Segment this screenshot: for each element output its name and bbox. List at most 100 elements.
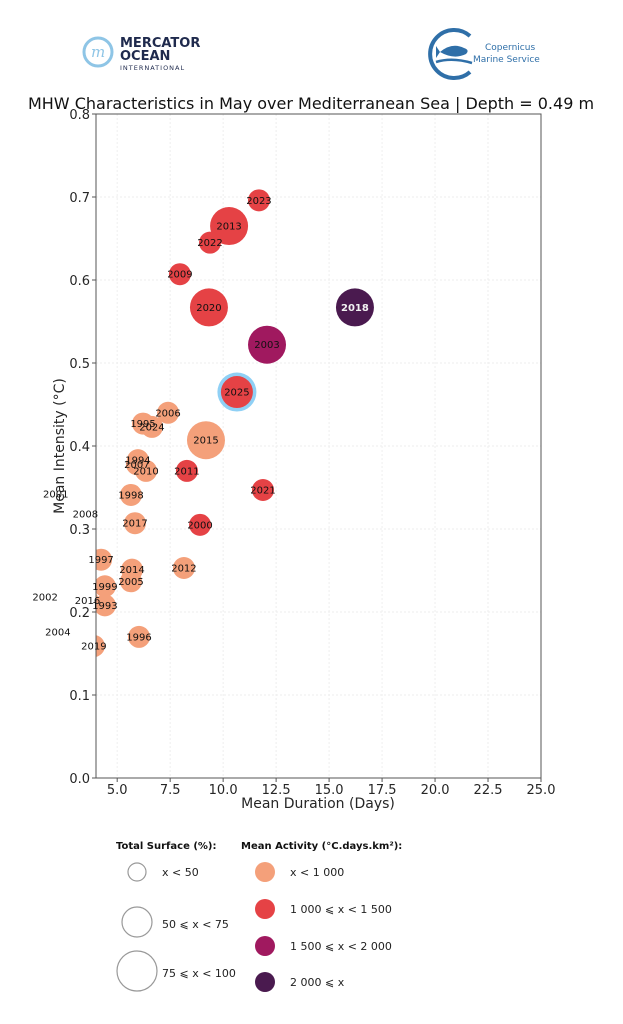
point-label-2008: 2008: [73, 510, 98, 521]
y-tick-label: 0.1: [69, 689, 90, 704]
point-2022[interactable]: [199, 231, 222, 254]
point-2023[interactable]: [247, 189, 270, 212]
point-2000[interactable]: [189, 513, 212, 536]
chart-title: MHW Characteristics in May over Mediterr…: [28, 94, 594, 113]
point-2020[interactable]: [189, 288, 228, 327]
point-2021[interactable]: [251, 478, 274, 501]
y-tick-label: 0.7: [69, 191, 90, 206]
copernicus-arc-icon: [428, 28, 472, 80]
x-axis-title: Mean Duration (Days): [241, 796, 395, 812]
point-2018[interactable]: [335, 288, 374, 327]
point-2012[interactable]: [172, 557, 195, 580]
point-2011[interactable]: [175, 459, 198, 482]
point-label-2010: 2010: [133, 466, 158, 477]
point-label-2007: 2007: [124, 460, 149, 471]
mercator-logo-icon: [82, 36, 114, 68]
point-label-2006: 2006: [155, 408, 180, 419]
y-tick-label: 0.4: [69, 440, 90, 455]
point-label-2017: 2017: [122, 519, 147, 530]
point-label-2018: 2018: [341, 303, 369, 314]
point-label-1994: 1994: [125, 456, 150, 467]
point-2017[interactable]: [123, 512, 146, 535]
mercator-logo-glyph: m: [91, 43, 105, 61]
point-label-2000: 2000: [187, 520, 212, 531]
legend-surface-large-label: 75 ⩽ x < 100: [162, 967, 236, 980]
legend-activity-title: Mean Activity (°C.days.km²):: [241, 841, 402, 852]
point-label-2016: 2016: [75, 596, 100, 607]
point-label-2025: 2025: [224, 388, 249, 399]
fish-icon: [436, 45, 468, 58]
point-2024[interactable]: [140, 415, 163, 438]
point-label-2015: 2015: [193, 436, 218, 447]
legend-activity-lt1000-marker: [255, 862, 275, 882]
legend-activity-ge2000-marker: [255, 972, 275, 992]
y-tick-label: 0.2: [69, 606, 90, 621]
point-2015[interactable]: [186, 421, 225, 460]
copernicus-marine-logo: Copernicus Marine Service: [428, 28, 540, 80]
point-1999[interactable]: [94, 575, 116, 598]
mercator-line1: MERCATOR: [120, 36, 200, 51]
point-label-1999: 1999: [92, 582, 117, 593]
point-1998[interactable]: [119, 483, 142, 506]
x-tick-label: 20.0: [421, 783, 450, 798]
x-axis-ticks: 5.0 7.5 10.0 12.5 15.0 17.5 20.0 22.5 25.0: [107, 778, 556, 798]
points-layer: [83, 189, 374, 657]
point-label-1997: 1997: [88, 555, 113, 566]
y-tick-label: 0.0: [69, 772, 90, 787]
x-tick-label: 5.0: [107, 783, 128, 798]
point-1996[interactable]: [128, 625, 151, 648]
legend: Total Surface (%): Mean Activity (°C.day…: [116, 841, 402, 992]
mercator-line2: OCEAN: [120, 49, 170, 64]
point-2006[interactable]: [157, 401, 180, 424]
point-2025[interactable]: [220, 376, 253, 409]
point-label-1998: 1998: [118, 490, 143, 501]
point-2005[interactable]: [119, 570, 142, 593]
y-axis-title: Mean Intensity (°C): [52, 378, 68, 514]
legend-activity-ge2000-label: 2 000 ⩽ x: [290, 976, 345, 989]
point-label-1995: 1995: [130, 419, 155, 430]
point-labels-layer: 2023 2013 2022 2009 2020 2018 2003 2025 20061995…: [32, 196, 368, 653]
point-label-2023: 2023: [246, 196, 271, 207]
point-2010[interactable]: [135, 459, 158, 482]
point-label-2014: 2014: [119, 565, 144, 576]
point-2009[interactable]: [168, 263, 191, 286]
legend-surface-large-marker: [116, 950, 158, 992]
grid-lines: [96, 113, 542, 779]
legend-surface-title: Total Surface (%):: [116, 841, 217, 852]
legend-surface-small-marker: [127, 862, 147, 882]
y-tick-label: 0.8: [69, 108, 90, 123]
copernicus-line2: Marine Service: [473, 55, 540, 65]
point-label-2005: 2005: [118, 577, 143, 588]
point-2003[interactable]: [248, 325, 287, 364]
point-2013[interactable]: [210, 207, 249, 246]
wave-icon: [435, 58, 473, 65]
legend-activity-1000-1500-label: 1 000 ⩽ x < 1 500: [290, 903, 392, 916]
point-label-2004: 2004: [45, 627, 70, 638]
point-label-2024: 2024: [139, 422, 164, 433]
point-label-2012: 2012: [171, 564, 196, 575]
point-label-1996: 1996: [126, 632, 151, 643]
y-axis-ticks: 0.0 0.1 0.2 0.3 0.4 0.5 0.6 0.7 0.8: [69, 108, 96, 787]
point-1993[interactable]: [94, 594, 116, 617]
point-label-2011: 2011: [174, 466, 199, 477]
legend-surface-small-label: x < 50: [162, 866, 199, 879]
point-label-2020: 2020: [196, 303, 221, 314]
point-label-2013: 2013: [216, 222, 241, 233]
x-tick-label: 22.5: [474, 783, 503, 798]
point-label-2022: 2022: [197, 238, 222, 249]
x-tick-label: 25.0: [527, 783, 556, 798]
x-tick-label: 7.5: [160, 783, 181, 798]
point-2019[interactable]: [83, 635, 105, 657]
mercator-line3: INTERNATIONAL: [120, 64, 185, 72]
y-tick-label: 0.6: [69, 274, 90, 289]
legend-surface-medium-label: 50 ⩽ x < 75: [162, 918, 229, 931]
x-tick-label: 12.5: [262, 783, 291, 798]
x-tick-label: 17.5: [368, 783, 397, 798]
plot-frame: [95, 113, 542, 779]
point-label-2009: 2009: [167, 270, 192, 281]
legend-activity-lt1000-label: x < 1 000: [290, 866, 344, 879]
point-label-2021: 2021: [250, 485, 275, 496]
point-label-2003: 2003: [254, 340, 279, 351]
point-1997[interactable]: [90, 548, 113, 571]
